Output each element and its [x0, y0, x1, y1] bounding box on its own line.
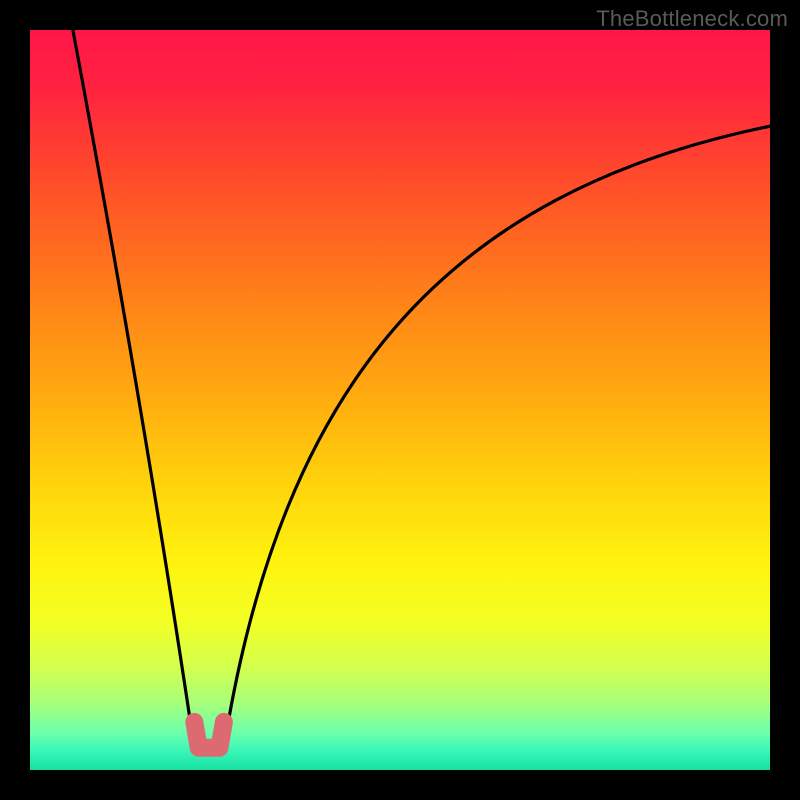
plot-area — [30, 30, 770, 770]
gradient-background — [30, 30, 770, 770]
watermark-text: TheBottleneck.com — [596, 6, 788, 32]
bottleneck-chart — [30, 30, 770, 770]
